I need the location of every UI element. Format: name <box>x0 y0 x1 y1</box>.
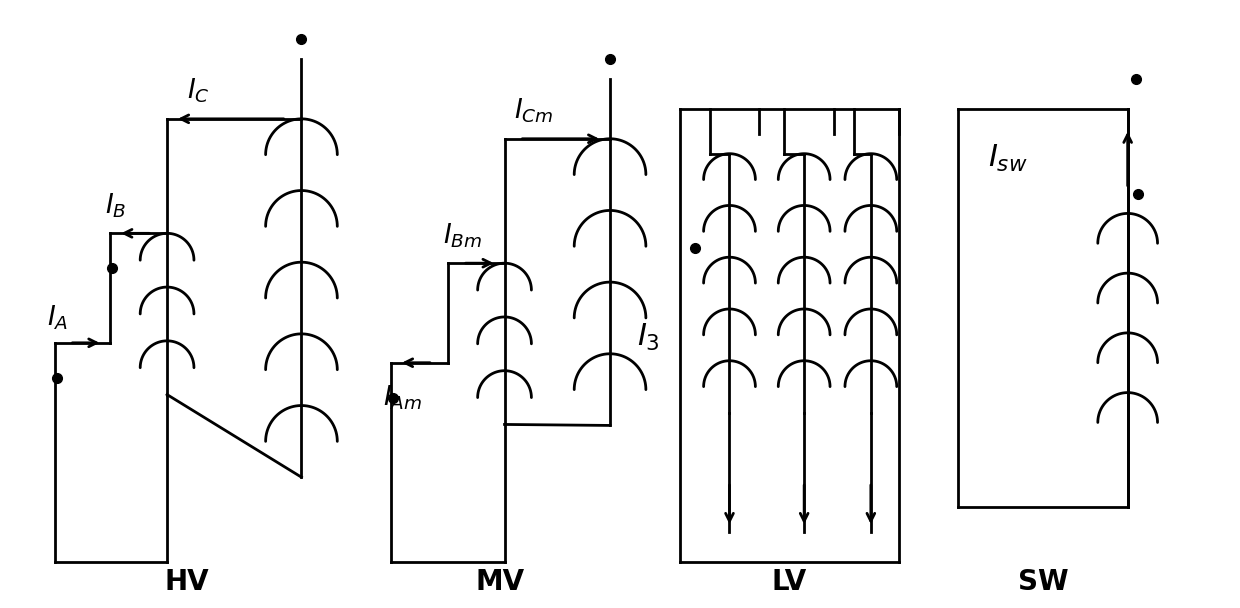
Text: $I_{Bm}$: $I_{Bm}$ <box>443 221 482 249</box>
Text: LV: LV <box>771 568 807 596</box>
Text: $I_B$: $I_B$ <box>105 191 126 219</box>
Text: $I_{Cm}$: $I_{Cm}$ <box>515 97 554 125</box>
Text: $I_{sw}$: $I_{sw}$ <box>988 143 1028 174</box>
Text: $I_3$: $I_3$ <box>637 322 660 353</box>
Text: HV: HV <box>165 568 210 596</box>
Text: $I_{Am}$: $I_{Am}$ <box>383 383 423 412</box>
Text: SW: SW <box>1018 568 1069 596</box>
Text: MV: MV <box>476 568 525 596</box>
Text: $I_A$: $I_A$ <box>47 303 68 332</box>
Text: $I_C$: $I_C$ <box>187 77 210 105</box>
